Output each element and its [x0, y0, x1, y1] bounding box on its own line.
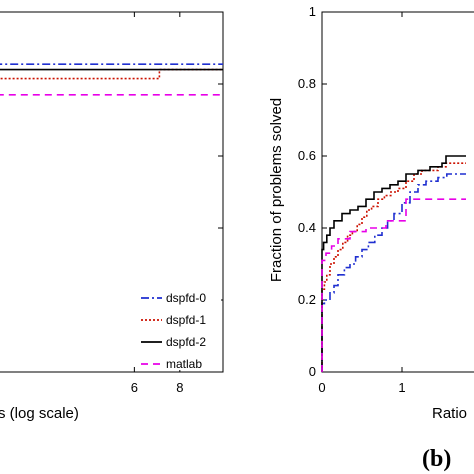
legend: dspfd-0 dspfd-1 dspfd-2 matlab	[135, 278, 221, 371]
panel-a-x-tick-label: 6	[131, 380, 138, 395]
panel-a-chart: 6 8 dspfd-0 dspfd-1 dspfd-2 matlab s (log sc…	[0, 12, 223, 422]
panel-b-y-tick-label: 0.2	[298, 292, 316, 307]
panel-a-x-axis-label: s (log scale)	[0, 405, 79, 422]
panel-b-y-tick-label: 0.6	[298, 148, 316, 163]
panel-a-x-tick-label: 8	[176, 380, 183, 395]
panel-b-chart: 0 1 0 0.2 0.4 0.6 0.8 1 Fraction of problems so…	[268, 4, 474, 472]
panel-b-series-dspfd-2	[322, 156, 466, 372]
legend-label-dspfd-0: dspfd-0	[166, 291, 206, 305]
legend-label-dspfd-1: dspfd-1	[166, 313, 206, 327]
panel-b-series-matlab	[322, 199, 466, 372]
panel-b-series-dspfd-0	[322, 174, 466, 372]
panel-b-series-dspfd-1	[322, 163, 466, 372]
panel-b-y-tick-label: 0.4	[298, 220, 316, 235]
panel-b-ticks: 0 1 0 0.2 0.4 0.6 0.8 1	[298, 4, 406, 395]
panel-b-x-axis-label: Ratio	[432, 405, 467, 422]
panel-b-series	[322, 156, 466, 372]
panel-b-y-tick-label: 0	[309, 364, 316, 379]
panel-b-y-tick-label: 1	[309, 4, 316, 19]
legend-label-matlab: matlab	[166, 357, 202, 371]
panel-b-label: (b)	[422, 446, 451, 472]
panel-b-x-tick-label: 1	[398, 380, 405, 395]
legend-label-dspfd-2: dspfd-2	[166, 335, 206, 349]
panel-b-y-axis-label: Fraction of problems solved	[268, 98, 285, 282]
panel-b-x-tick-label: 0	[318, 380, 325, 395]
panel-b-y-tick-label: 0.8	[298, 76, 316, 91]
